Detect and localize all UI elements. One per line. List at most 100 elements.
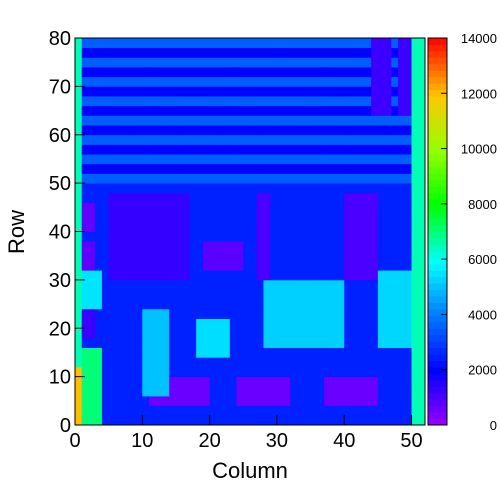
heatmap-cell (398, 134, 406, 145)
heatmap-cell (364, 231, 372, 242)
heatmap-cell (162, 347, 170, 358)
heatmap-cell (162, 57, 170, 68)
heatmap-cell (297, 415, 305, 426)
heatmap-cell (81, 260, 89, 271)
heatmap-cell (189, 173, 197, 184)
heatmap-cell (196, 163, 204, 174)
heatmap-cell (95, 308, 103, 319)
heatmap-cell (350, 47, 359, 58)
heatmap-cell (108, 279, 116, 290)
heatmap-cell (337, 212, 345, 223)
heatmap-cell (75, 47, 83, 58)
heatmap-cell (283, 96, 291, 107)
heatmap-cell (135, 308, 143, 319)
heatmap-cell (223, 67, 231, 78)
heatmap-cell (297, 231, 305, 242)
heatmap-cell (256, 395, 264, 407)
heatmap-cell (162, 270, 170, 281)
heatmap-cell (337, 289, 345, 300)
heatmap-cell (223, 328, 231, 339)
heatmap-cell (209, 125, 217, 136)
heatmap-cell (135, 366, 143, 378)
heatmap-cell (276, 47, 285, 58)
heatmap-cell (283, 318, 291, 329)
heatmap-cell (371, 337, 379, 349)
heatmap-cell (276, 173, 285, 184)
heatmap-cell (209, 250, 217, 261)
heatmap-cell (162, 105, 170, 116)
colorbar-swatch (428, 225, 447, 232)
x-tick-label: 40 (333, 430, 355, 452)
heatmap-cell (142, 347, 150, 358)
heatmap-cell (75, 202, 83, 213)
colorbar-tick-label: 6000 (468, 252, 497, 267)
heatmap-cell (142, 318, 150, 329)
heatmap-cell (209, 241, 217, 252)
heatmap-cell (142, 328, 150, 339)
colorbar-frame (427, 37, 448, 426)
colorbar-swatch (428, 89, 447, 97)
heatmap-cell (418, 163, 426, 174)
heatmap-cell (175, 366, 184, 378)
heatmap-cell (310, 105, 318, 116)
heatmap-cell (135, 395, 143, 407)
heatmap-cell (88, 96, 96, 107)
heatmap-cell (229, 115, 237, 126)
heatmap-cell (128, 125, 136, 136)
heatmap-cell (337, 405, 345, 416)
heatmap-cell (149, 192, 157, 203)
heatmap-cell (350, 67, 359, 78)
heatmap-cell (283, 405, 291, 416)
heatmap-cell (81, 405, 89, 416)
heatmap-cell (256, 260, 264, 271)
heatmap-cell (122, 299, 130, 310)
heatmap-cell (283, 221, 291, 232)
heatmap-cell (337, 47, 345, 58)
heatmap-cell (357, 347, 365, 358)
heatmap-cell (317, 202, 325, 213)
heatmap-cell (162, 163, 170, 174)
heatmap-cell (350, 299, 359, 310)
heatmap-cell (350, 115, 359, 126)
heatmap-cell (196, 183, 204, 194)
heatmap-cell (290, 163, 298, 174)
heatmap-cell (149, 308, 157, 319)
heatmap-cell (344, 289, 352, 300)
heatmap-cell (270, 192, 278, 203)
heatmap-cell (344, 67, 352, 78)
heatmap-cell (344, 76, 352, 87)
heatmap-cell (391, 270, 399, 281)
heatmap-cell (122, 376, 130, 387)
heatmap-cell (350, 144, 359, 155)
heatmap-cell (297, 144, 305, 155)
heatmap-cell (142, 192, 150, 203)
heatmap-cell (404, 279, 412, 290)
heatmap-cell (263, 250, 271, 261)
heatmap-cell (350, 76, 359, 87)
x-tick-label: 50 (400, 430, 422, 452)
heatmap-cell (108, 183, 116, 194)
heatmap-cell (169, 241, 177, 252)
heatmap-cell (270, 212, 278, 223)
heatmap-cell (81, 47, 89, 58)
heatmap-cell (75, 405, 83, 416)
heatmap-cell (317, 212, 325, 223)
heatmap-cell (337, 183, 345, 194)
heatmap-cell (317, 328, 325, 339)
heatmap-cell (149, 202, 157, 213)
heatmap-cell (377, 144, 386, 155)
heatmap-cell (350, 318, 359, 329)
heatmap-cell (317, 357, 325, 368)
y-tick-label: 0 (60, 415, 71, 437)
heatmap-cell (324, 105, 332, 116)
heatmap-cell (256, 134, 264, 145)
heatmap-cell (398, 115, 406, 126)
heatmap-cell (250, 192, 258, 203)
heatmap-cell (236, 86, 244, 97)
heatmap-cell (223, 415, 231, 426)
heatmap-cell (75, 105, 83, 116)
heatmap-cell (283, 260, 291, 271)
heatmap-cell (162, 386, 170, 397)
heatmap-cell (202, 415, 211, 426)
heatmap-cell (371, 279, 379, 290)
